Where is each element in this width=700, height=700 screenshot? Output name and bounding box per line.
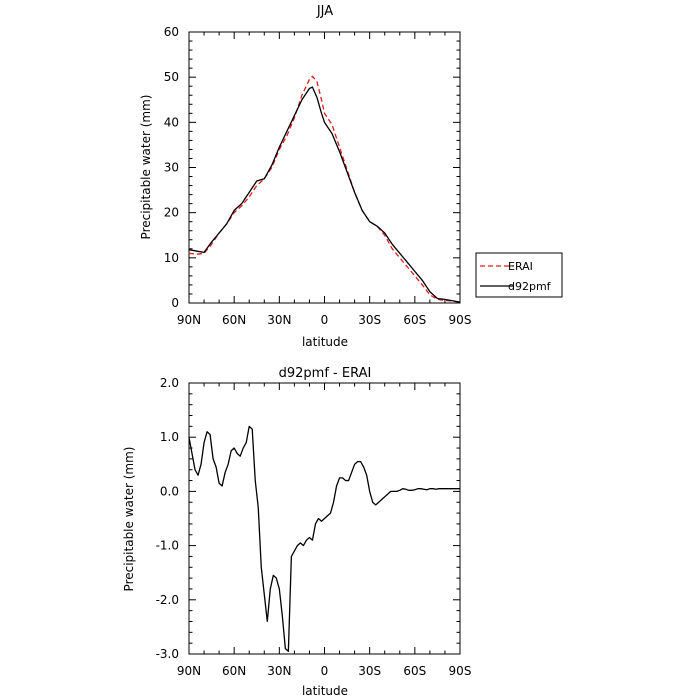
- legend-label-d92pmf: d92pmf: [508, 280, 552, 293]
- x-tick-label: 60N: [222, 313, 246, 327]
- series-line-erai: [188, 75, 461, 303]
- x-tick-label: 60S: [403, 313, 426, 327]
- bottom-ticks: 90N 60N 30N 0 30S 60S 90S -3.0 -2.0 -1.0 0.0 1.0 2.0: [156, 376, 472, 678]
- x-tick-label: 60N: [222, 664, 246, 678]
- x-tick-label: 0: [321, 313, 329, 327]
- bottom-xlabel: latitude: [302, 684, 348, 698]
- y-tick-label: 1.0: [160, 430, 179, 444]
- x-tick-label: 0: [321, 664, 329, 678]
- bottom-series: [188, 425, 460, 652]
- x-tick-label: 90N: [177, 313, 201, 327]
- legend-label-erai: ERAI: [508, 260, 533, 273]
- bottom-ylabel: Precipitable water (mm): [122, 447, 136, 592]
- y-tick-label: 0: [171, 296, 179, 310]
- x-tick-label: 30N: [267, 664, 291, 678]
- x-tick-label: 30S: [358, 664, 381, 678]
- y-tick-label: 0.0: [160, 484, 179, 498]
- x-tick-label: 90S: [449, 664, 472, 678]
- x-tick-label: 90N: [177, 664, 201, 678]
- x-tick-label: 60S: [403, 664, 426, 678]
- y-tick-label: -1.0: [156, 539, 179, 553]
- top-ylabel: Precipitable water (mm): [139, 95, 153, 240]
- y-tick-label: 2.0: [160, 376, 179, 390]
- x-tick-label: 90S: [449, 313, 472, 327]
- bottom-panel: d92pmf - ERAI 90N 60N 30N 0 30S 60S 90S -3.0 -2.…: [122, 366, 471, 698]
- legend: ERAI d92pmf: [475, 252, 563, 298]
- top-panel: JJA 90N 60N 30N 0 30S 60S 90S 0 10 20 30 40 50 60 lat…: [139, 4, 471, 349]
- y-tick-label: 50: [164, 70, 179, 84]
- y-tick-label: -2.0: [156, 593, 179, 607]
- y-tick-label: 10: [164, 251, 179, 265]
- series-line-d92pmf: [188, 86, 461, 303]
- legend-box: [475, 252, 563, 298]
- y-tick-label: -3.0: [156, 647, 179, 661]
- top-title: JJA: [316, 4, 333, 19]
- top-xlabel: latitude: [302, 335, 348, 349]
- x-tick-label: 30N: [267, 313, 291, 327]
- top-ticks: 90N 60N 30N 0 30S 60S 90S 0 10 20 30 40 50 60: [164, 25, 472, 327]
- top-plot-frame: [188, 31, 461, 304]
- y-tick-label: 20: [164, 206, 179, 220]
- y-tick-label: 40: [164, 115, 179, 129]
- top-series: [188, 75, 461, 303]
- y-tick-label: 30: [164, 161, 179, 175]
- difference-line: [188, 425, 460, 652]
- bottom-title: d92pmf - ERAI: [279, 366, 372, 381]
- y-tick-label: 60: [164, 25, 179, 39]
- x-tick-label: 30S: [358, 313, 381, 327]
